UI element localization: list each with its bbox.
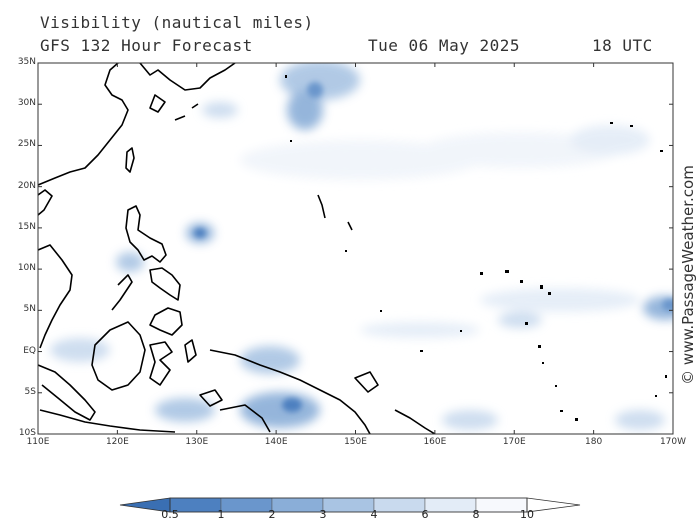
colorbar-label: 8 xyxy=(472,508,480,521)
visibility-field xyxy=(38,63,673,434)
colorbar-label: 1 xyxy=(217,508,225,521)
lon-label: 170W xyxy=(659,437,687,447)
colorbar-label: 6 xyxy=(421,508,429,521)
lat-label: 5S xyxy=(24,386,36,397)
lat-label: 10N xyxy=(17,263,36,274)
lon-label: 120E xyxy=(105,437,129,447)
lon-label: 110E xyxy=(26,437,50,447)
colorbar-cell xyxy=(322,497,375,513)
lat-label: 35N xyxy=(17,57,36,67)
lat-label: 15N xyxy=(17,221,36,232)
colorbar-cell xyxy=(424,497,477,513)
colorbar-label: 4 xyxy=(370,508,378,521)
axis-ticks xyxy=(37,62,674,435)
lat-label: 20N xyxy=(17,180,36,191)
lon-label: 180 xyxy=(585,437,603,447)
colorbar-label: 2 xyxy=(268,508,276,521)
forecast-date: Tue 06 May 2025 xyxy=(368,36,520,55)
map-background xyxy=(38,63,673,434)
colorbar xyxy=(119,497,581,513)
lon-label: 140E xyxy=(264,437,288,447)
colorbar-label: 3 xyxy=(319,508,327,521)
lon-label: 150E xyxy=(344,437,367,447)
lon-label: 170E xyxy=(502,437,526,447)
forecast-time: 18 UTC xyxy=(592,36,653,55)
watermark-text: © www.PassageWeather.com xyxy=(679,165,697,385)
lat-label: 10S xyxy=(18,428,36,438)
coastlines xyxy=(38,63,436,434)
lon-label: 160E xyxy=(423,437,447,447)
lon-label: 130E xyxy=(185,437,209,447)
colorbar-high-arrow xyxy=(526,497,581,513)
colorbar-label: 10 xyxy=(520,508,534,521)
colorbar-cell xyxy=(220,497,273,513)
colorbar-label: 0.5 xyxy=(161,508,179,521)
lat-label: 25N xyxy=(17,139,36,150)
lat-label: 30N xyxy=(17,98,36,109)
colorbar-cell xyxy=(271,497,324,513)
colorbar-frame xyxy=(169,497,528,513)
lat-label: EQ xyxy=(23,345,36,356)
lat-label: 5N xyxy=(23,304,36,315)
forecast-label: GFS 132 Hour Forecast xyxy=(40,36,253,55)
colorbar-cell xyxy=(373,497,426,513)
pacific-islands xyxy=(285,75,667,421)
map-title: Visibility (nautical miles) xyxy=(40,13,314,32)
watermark: © www.PassageWeather.com xyxy=(678,150,698,400)
